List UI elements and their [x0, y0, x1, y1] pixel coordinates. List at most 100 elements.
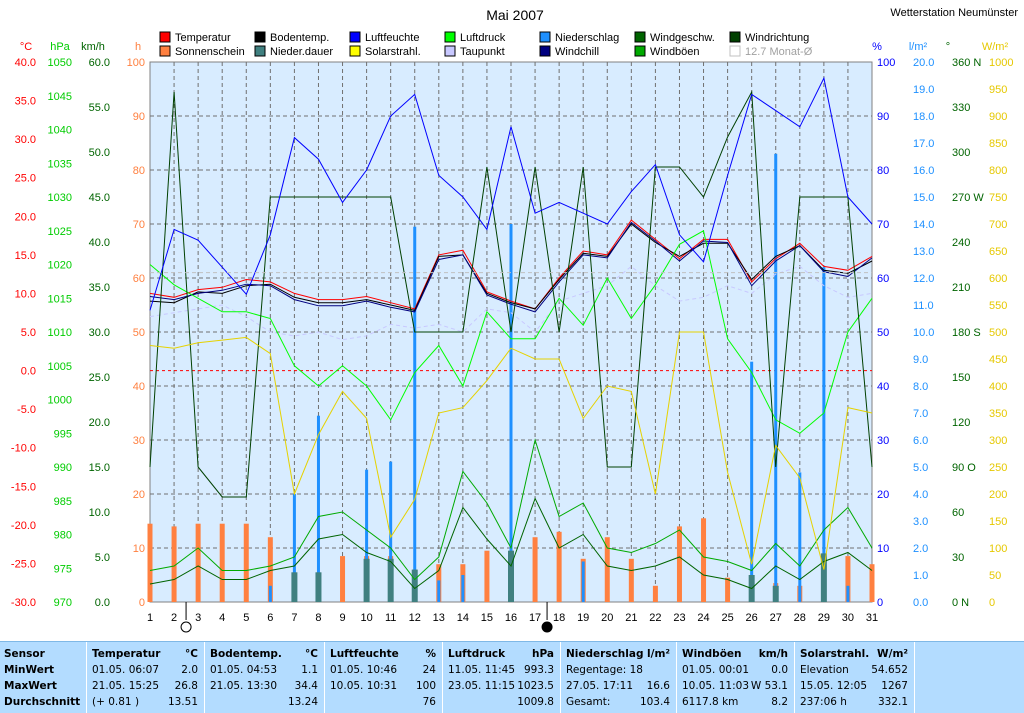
axis-tick-pressure: 990: [54, 462, 72, 474]
stats-min-time: 01.05. 04:53: [210, 664, 277, 676]
stats-max-time: 27.05. 17:11: [566, 680, 633, 692]
legend-label: Sonnenschein: [175, 46, 245, 58]
stats-total-value: 103.4: [639, 696, 670, 708]
bar-niederschlag: [581, 561, 585, 602]
axis-tick-direction: 30: [952, 552, 964, 564]
bar-sonnenschein: [652, 585, 658, 602]
stats-min-time: 11.05. 11:45: [448, 664, 515, 676]
stats-avg-value: 76: [422, 696, 436, 708]
bar-niederdauer: [508, 550, 514, 602]
bar-niederdauer: [772, 585, 779, 602]
stats-bodentemp: Bodentemp. °C 01.05. 04:53 1.1 21.05. 13:3…: [206, 642, 322, 713]
axis-tick-temp: 5.0: [21, 327, 36, 339]
axis-tick-humidity: 50: [877, 327, 889, 339]
stats-max-value: 100: [415, 680, 436, 692]
axis-tick-wind: 45.0: [89, 192, 110, 204]
legend-swatch: [634, 45, 646, 57]
axis-tick-solar: 250: [989, 462, 1007, 474]
bar-sonnenschein: [628, 558, 634, 602]
legend-label: Luftfeuchte: [365, 32, 419, 44]
legend-label: Taupunkt: [460, 46, 505, 58]
axis-tick-temp: -30.0: [11, 597, 36, 609]
bar-sonnenschein: [484, 550, 490, 602]
axis-tick-pressure: 995: [54, 428, 72, 440]
stats-title: Bodentemp.: [210, 648, 282, 660]
legend-label: Windchill: [555, 46, 599, 58]
bar-sonnenschein: [845, 556, 851, 602]
axis-tick-wind: 0.0: [95, 597, 110, 609]
weather-chart: 40.035.030.025.020.015.010.05.00.0-5.0-1…: [10, 7, 1019, 633]
stats-temperatur: Temperatur °C 01.05. 06:07 2.0 21.05. 15:2…: [88, 642, 202, 713]
axis-tick-humidity: 90: [877, 111, 889, 123]
axis-tick-rain: 18.0: [913, 111, 934, 123]
axis-tick-humidity: 40: [877, 381, 889, 393]
x-tick-label: 13: [433, 612, 445, 624]
axis-tick-pressure: 975: [54, 563, 72, 575]
stats-avg-value: 13.24: [287, 696, 318, 708]
axis-tick-pressure: 1050: [48, 57, 72, 69]
x-tick-label: 9: [339, 612, 345, 624]
x-tick-label: 21: [625, 612, 637, 624]
stats-niederschlag: Niederschlag l/m² Regentage: 18 27.05. 17…: [562, 642, 674, 713]
axis-tick-temp: 30.0: [15, 134, 36, 146]
stats-avg-value: 8.2: [771, 696, 788, 708]
line-series: [149, 76, 873, 590]
x-tick-label: 19: [577, 612, 589, 624]
bar-niederschlag: [750, 361, 754, 602]
series-line-windben: [149, 438, 873, 581]
axis-tick-direction: 90 O: [952, 462, 976, 474]
bar-niederschlag: [822, 267, 826, 602]
bar-niederschlag: [292, 494, 296, 602]
axis-tick-direction: 360 N: [952, 57, 981, 69]
axis-tick-pressure: 980: [54, 530, 72, 542]
stats-sensor-label: Sensor: [4, 648, 45, 660]
axis-tick-solar: 400: [989, 381, 1007, 393]
axis-tick-rain: 17.0: [913, 138, 934, 150]
axis-tick-temp: 10.0: [15, 288, 36, 300]
legend-label: Windgeschw.: [650, 32, 715, 44]
x-tick-label: 24: [697, 612, 709, 624]
stats-title: Temperatur: [92, 648, 161, 660]
axis-tick-direction: 210: [952, 282, 970, 294]
axis-tick-sun: 0: [139, 597, 145, 609]
stats-min-value: 24: [422, 664, 436, 676]
bar-sonnenschein: [147, 523, 153, 602]
stats-max-time: 15.05. 12:05: [800, 680, 867, 692]
legend-label: Niederschlag: [555, 32, 619, 44]
bar-sonnenschein: [725, 577, 731, 602]
stats-elevation-label: Elevation: [800, 664, 849, 676]
axis-tick-wind: 35.0: [89, 282, 110, 294]
x-tick-label: 4: [219, 612, 225, 624]
axis-tick-solar: 750: [989, 192, 1007, 204]
legend-swatch: [349, 31, 361, 43]
axis-tick-wind: 55.0: [89, 102, 110, 114]
axis-tick-humidity: 60: [877, 273, 889, 285]
axis-tick-solar: 650: [989, 246, 1007, 258]
axis-tick-sun: 60: [133, 273, 145, 285]
stats-avg-value: 332.1: [877, 696, 908, 708]
bar-sonnenschein: [340, 556, 346, 602]
series-line-luftdruck: [149, 230, 873, 434]
axis-tick-solar: 300: [989, 435, 1007, 447]
legend: Temperatur Sonnenschein Bodentemp. Nieder.d…: [159, 31, 813, 58]
full-moon-icon: [180, 621, 192, 633]
stats-max-time: 23.05. 11:15: [448, 680, 515, 692]
bar-sonnenschein: [701, 518, 707, 602]
axis-tick-rain: 0.0: [913, 597, 928, 609]
axis-tick-solar: 600: [989, 273, 1007, 285]
axis-tick-wind: 40.0: [89, 237, 110, 249]
axis-tick-wind: 60.0: [89, 57, 110, 69]
axis-unit-humidity: %: [872, 41, 882, 53]
stats-min-value: 993.3: [523, 664, 554, 676]
stats-unit: °C: [185, 648, 198, 660]
axis-tick-wind: 10.0: [89, 507, 110, 519]
legend-swatch: [254, 31, 266, 43]
stats-title: Luftdruck: [448, 648, 506, 660]
bar-niederschlag: [365, 469, 369, 602]
stats-title: Niederschlag: [566, 648, 644, 660]
legend-swatch: [729, 45, 741, 57]
bar-sonnenschein: [556, 531, 562, 602]
x-tick-label: 26: [746, 612, 758, 624]
axis-tick-direction: 300: [952, 147, 970, 159]
x-tick-label: 16: [505, 612, 517, 624]
